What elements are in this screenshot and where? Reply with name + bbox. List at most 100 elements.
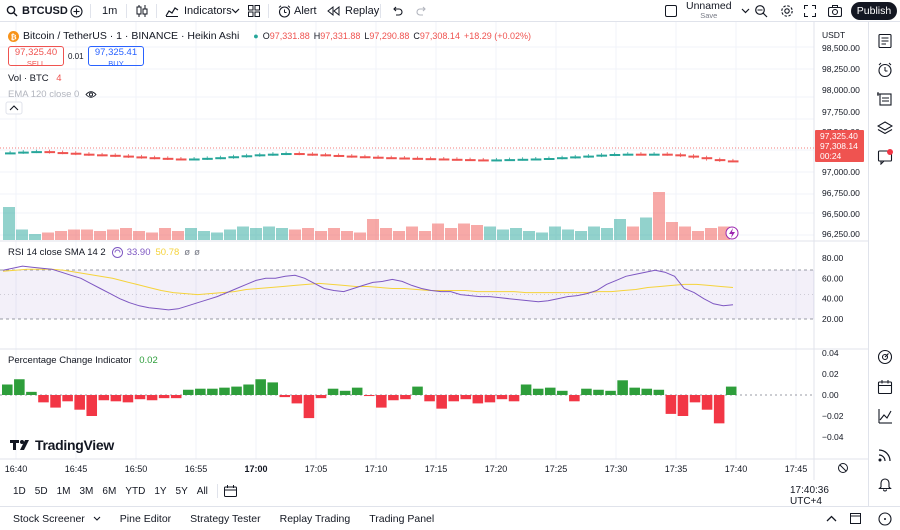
candle [622, 153, 634, 156]
candle [241, 155, 253, 158]
chart-canvas[interactable]: 98,500.0098,250.0098,000.0097,750.0097,5… [0, 22, 868, 508]
speedometer-icon[interactable] [877, 349, 893, 365]
collapse-legend-button[interactable] [5, 101, 23, 115]
pci-bar [86, 395, 98, 416]
magnifier-icon [755, 5, 768, 18]
layout-menu[interactable]: Unnamed Save [665, 0, 750, 22]
candle [530, 158, 542, 161]
clock-timezone[interactable]: 17:40:36 UTC+4 [790, 485, 829, 507]
tab-stock-screener[interactable]: Stock Screener [13, 513, 101, 525]
sell-label: SELL [26, 58, 46, 68]
redo-button[interactable] [416, 0, 428, 22]
object-tree-icon[interactable] [877, 91, 893, 107]
candle [359, 156, 371, 159]
search-icon [6, 5, 18, 17]
pci-bar [74, 395, 85, 410]
maximize-panel-icon[interactable] [850, 513, 861, 524]
compare-button[interactable] [70, 0, 83, 22]
symbol-search[interactable]: BTCUSD [6, 0, 68, 22]
layouts-button[interactable] [248, 0, 260, 22]
candle [701, 157, 713, 160]
pci-axis[interactable]: 0.04 0.02 0.00 −0.02 −0.04 [822, 348, 844, 442]
goto-date-icon[interactable] [223, 485, 237, 497]
range-button-5d[interactable]: 5D [34, 485, 48, 497]
rsi-label: RSI 14 close SMA 14 2 [8, 247, 106, 258]
watchlist-icon[interactable] [877, 33, 893, 49]
signal-icon[interactable] [877, 447, 893, 463]
pine-script-icon[interactable] [877, 408, 893, 424]
tab-strategy-tester[interactable]: Strategy Tester [190, 513, 260, 525]
time-axis[interactable]: 16:40 16:45 16:50 16:55 17:00 17:05 17:10 17:15… [5, 464, 808, 474]
volume-bar [276, 228, 288, 240]
undo-button[interactable] [391, 0, 403, 22]
tab-trading-panel[interactable]: Trading Panel [369, 513, 434, 525]
pci-bar [544, 387, 556, 395]
pci-bar [532, 388, 544, 395]
indicators-dropdown[interactable] [231, 0, 240, 22]
snapshot-button[interactable] [828, 0, 842, 22]
calendar-icon[interactable] [877, 379, 893, 395]
pci-bar [665, 395, 677, 414]
lightning-glyph [729, 228, 735, 238]
volume-bar [536, 232, 548, 240]
ema-legend[interactable]: EMA 120 close 0 [8, 89, 97, 100]
candle [517, 158, 529, 161]
rsi-band [0, 270, 814, 319]
price-tick-label: 97,000.00 [822, 167, 860, 177]
volume-legend[interactable]: Vol · BTC 4 [8, 73, 62, 84]
indicators-button[interactable]: Indicators [165, 0, 232, 22]
tab-replay-trading[interactable]: Replay Trading [280, 513, 351, 525]
currency-label[interactable]: USDT [822, 30, 845, 40]
interval-button[interactable]: 1m [102, 5, 118, 17]
notifications-bell-icon[interactable] [877, 476, 893, 492]
separator [268, 4, 269, 18]
publish-button[interactable]: Publish [851, 2, 897, 20]
chat-bubble-icon[interactable] [878, 512, 892, 526]
pci-bar [448, 395, 459, 402]
rsi-legend[interactable]: RSI 14 close SMA 14 2 33.90 50.78 ø ø [8, 247, 200, 258]
pci-bar [110, 395, 122, 402]
range-button-3m[interactable]: 3M [79, 485, 94, 497]
candle [504, 159, 516, 162]
chevron-up-icon[interactable] [826, 515, 837, 522]
pci-legend[interactable]: Percentage Change Indicator 0.02 [8, 355, 158, 366]
candle [596, 154, 608, 157]
replay-button[interactable]: Replay [327, 0, 379, 22]
range-button-1d[interactable]: 1D [13, 485, 26, 497]
range-button-5y[interactable]: 5Y [175, 485, 188, 497]
chat-icon[interactable] [877, 149, 893, 165]
chart-area[interactable]: 98,500.0098,250.0098,000.0097,750.0097,5… [0, 22, 868, 508]
right-sidebar [868, 22, 900, 508]
time-tick-label: 17:45 [785, 464, 808, 474]
main-legend[interactable]: ₿ Bitcoin / TetherUS · 1 · BINANCE · Hei… [8, 30, 531, 42]
time-axis-settings-icon[interactable] [838, 463, 848, 473]
range-button-all[interactable]: All [196, 485, 208, 497]
candle [609, 154, 621, 156]
buy-button[interactable]: 97,325.41 BUY [88, 46, 144, 68]
alert-button[interactable]: Alert [278, 0, 317, 22]
gear-icon [781, 5, 793, 17]
range-button-1m[interactable]: 1M [56, 485, 71, 497]
tab-pine-editor[interactable]: Pine Editor [120, 513, 171, 525]
range-button-6m[interactable]: 6M [102, 485, 117, 497]
pci-bar [484, 395, 496, 403]
settings-button[interactable] [780, 0, 794, 22]
pci-bar [38, 395, 49, 403]
price-tick-label: 98,000.00 [822, 85, 860, 95]
chart-type-button[interactable] [136, 0, 148, 22]
range-button-ytd[interactable]: YTD [125, 485, 146, 497]
volume-bar [510, 228, 522, 240]
pci-bar [158, 395, 170, 399]
candle [438, 158, 450, 161]
rsi-axis[interactable]: 80.00 60.00 40.00 20.00 [822, 253, 844, 324]
alerts-clock-icon[interactable] [877, 62, 893, 78]
layers-icon[interactable] [877, 120, 893, 136]
range-button-1y[interactable]: 1Y [154, 485, 167, 497]
eye-crossed-icon[interactable] [85, 90, 97, 99]
volume-bar [341, 231, 353, 240]
pci-bar [653, 389, 665, 395]
sell-button[interactable]: 97,325.40 SELL [8, 46, 64, 68]
quick-search-button[interactable] [754, 0, 768, 22]
tradingview-logo[interactable]: TradingView [10, 437, 114, 453]
fullscreen-button[interactable] [804, 0, 816, 22]
